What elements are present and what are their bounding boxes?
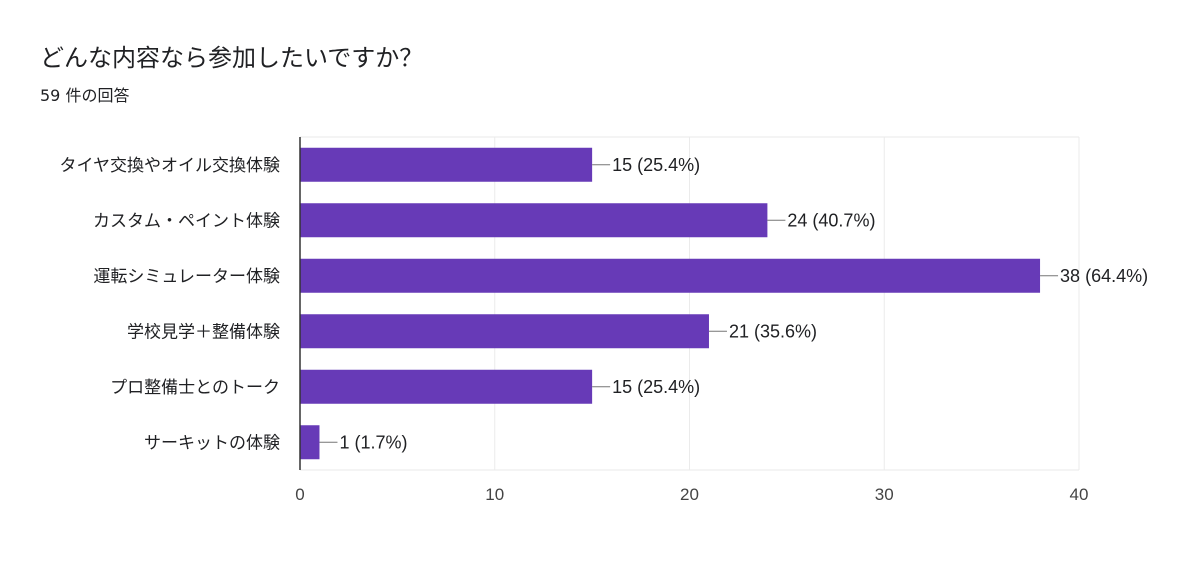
x-tick-label: 20	[680, 485, 699, 504]
x-tick-label: 0	[295, 485, 304, 504]
bar	[300, 314, 709, 349]
data-label: 1 (1.7%)	[339, 432, 407, 452]
x-tick-label: 40	[1070, 485, 1089, 504]
data-label: 15 (25.4%)	[612, 155, 700, 175]
category-label: カスタム・ペイント体験	[93, 211, 280, 231]
category-label: タイヤ交換やオイル交換体験	[60, 156, 281, 176]
category-label: 学校見学＋整備体験	[127, 322, 280, 342]
x-tick-label: 30	[875, 485, 894, 504]
data-label: 24 (40.7%)	[787, 210, 875, 230]
labels: 0 10 20 30 40 15 (25.4%) タイヤ交換やオイル交換体験 24 (40.7…	[60, 137, 1148, 504]
bar	[300, 258, 1041, 293]
bar	[300, 147, 593, 182]
data-label: 21 (35.6%)	[729, 321, 817, 341]
data-label: 38 (64.4%)	[1060, 266, 1148, 286]
x-tick-label: 10	[485, 485, 504, 504]
chart-title: どんな内容なら参加したいですか？	[40, 44, 424, 72]
bar	[300, 425, 320, 460]
bar	[300, 369, 593, 404]
bar	[300, 203, 768, 238]
category-label: 運転シミュレーター体験	[93, 267, 280, 287]
data-label: 15 (25.4%)	[612, 377, 700, 397]
gridlines	[300, 136, 1080, 471]
response-count: 59 件の回答	[40, 86, 130, 105]
category-label: プロ整備士とのトーク	[110, 378, 280, 398]
category-label: サーキットの体験	[144, 433, 280, 453]
bars	[300, 147, 1041, 460]
